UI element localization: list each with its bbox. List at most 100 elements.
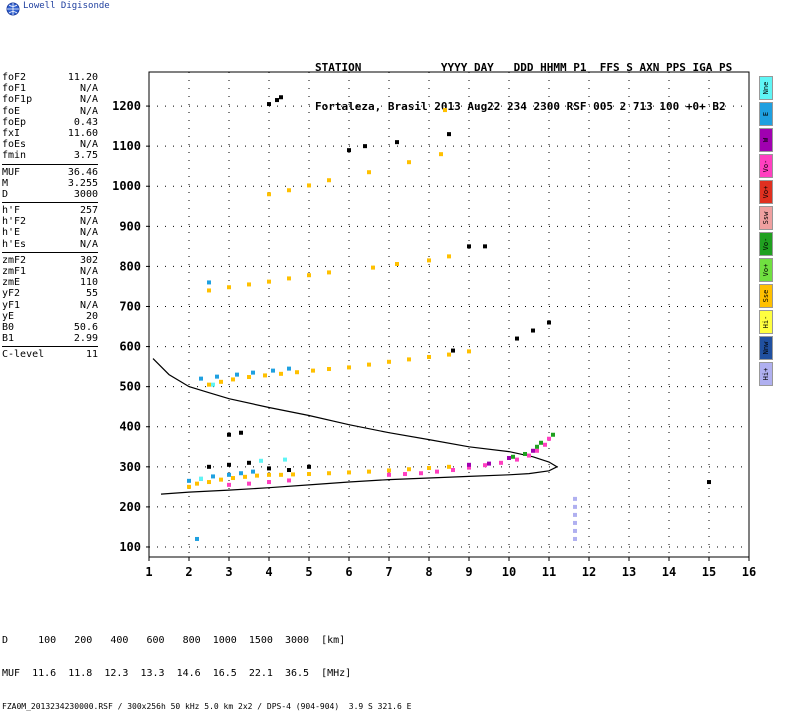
echo-point: [427, 466, 431, 471]
param-row: B1 2.99: [2, 333, 98, 344]
param-name: fmin: [2, 150, 27, 162]
echo-point: [367, 170, 371, 175]
echo-point: [451, 348, 455, 353]
param-value: 3.255: [67, 177, 98, 189]
y-tick-label: 100: [119, 540, 141, 554]
param-row: h'F 257: [2, 205, 98, 216]
echo-point: [267, 279, 271, 284]
x-tick-label: 3: [225, 565, 232, 579]
echo-point: [227, 432, 231, 437]
echo-point: [207, 280, 211, 285]
param-row: yF1 N/A: [2, 300, 98, 311]
echo-point: [267, 472, 271, 477]
echo-point: [427, 258, 431, 263]
param-value: N/A: [79, 216, 98, 228]
echo-point: [231, 476, 235, 481]
echo-point: [307, 464, 311, 469]
echo-point: [347, 365, 351, 370]
param-row: fmin 3.75: [2, 150, 98, 161]
echo-point: [255, 473, 259, 478]
echo-point: [363, 144, 367, 149]
echo-point: [531, 328, 535, 333]
echo-point: [573, 512, 577, 517]
echo-point: [535, 448, 539, 453]
param-value: 50.6: [73, 321, 98, 333]
echo-point: [307, 472, 311, 477]
param-separator: [2, 251, 98, 253]
echo-point: [247, 282, 251, 287]
param-name: foE: [2, 105, 21, 117]
param-value: 0.43: [73, 116, 98, 128]
muf-table: D 100 200 400 600 800 1000 1500 3000 [km…: [2, 613, 411, 723]
echo-point: [211, 382, 215, 387]
echo-point: [499, 460, 503, 465]
param-value: N/A: [79, 83, 98, 95]
legend-swatch: Ssw: [759, 206, 773, 230]
param-name: fxI: [2, 127, 21, 139]
echo-point: [199, 476, 203, 481]
y-tick-label: 400: [119, 420, 141, 434]
legend-swatch: Nnw: [759, 336, 773, 360]
x-tick-label: 13: [622, 565, 636, 579]
x-tick-label: 2: [185, 565, 192, 579]
echo-point: [387, 468, 391, 473]
echo-point: [327, 471, 331, 476]
param-value: 11.60: [67, 127, 98, 139]
echo-point: [219, 379, 223, 384]
echo-point: [515, 336, 519, 341]
echo-point: [483, 244, 487, 249]
param-row: D 3000: [2, 189, 98, 200]
param-value: 20: [85, 310, 98, 322]
param-name: foF1: [2, 83, 27, 95]
legend-label: W: [762, 137, 770, 143]
echo-point: [235, 372, 239, 377]
echo-point: [327, 367, 331, 372]
echo-point: [267, 102, 271, 107]
echo-point: [507, 455, 511, 460]
echo-point: [573, 536, 577, 541]
echo-point: [573, 504, 577, 509]
x-tick-label: 4: [265, 565, 272, 579]
param-name: foEs: [2, 139, 27, 151]
profile-curve: [152, 358, 559, 495]
echo-point: [279, 371, 283, 376]
echo-point: [403, 472, 407, 477]
y-tick-label: 1000: [112, 179, 141, 193]
echo-point: [227, 472, 231, 477]
legend-swatch: Hi+: [759, 362, 773, 386]
y-tick-label: 900: [119, 219, 141, 233]
param-row: foF2 11.20: [2, 72, 98, 83]
param-row: foE N/A: [2, 106, 98, 117]
echo-point: [347, 148, 351, 153]
legend-label: Ssw: [762, 211, 770, 225]
legend-label: Nne: [762, 81, 770, 95]
param-value: 55: [85, 288, 98, 300]
param-value: 257: [79, 205, 98, 217]
param-row: M 3.255: [2, 178, 98, 189]
param-separator: [2, 163, 98, 165]
echo-point: [267, 466, 271, 471]
x-tick-label: 5: [305, 565, 312, 579]
echo-point: [227, 285, 231, 290]
echo-point: [327, 270, 331, 275]
echo-point: [547, 436, 551, 441]
x-tick-label: 1: [145, 565, 152, 579]
echo-point: [207, 464, 211, 469]
echo-point: [439, 152, 443, 157]
echo-point: [219, 477, 223, 482]
param-separator: [2, 202, 98, 204]
legend-label: Hi-: [762, 315, 770, 329]
echo-point: [347, 470, 351, 475]
param-separator: [2, 346, 98, 348]
echo-point: [419, 471, 423, 476]
param-value: 11.20: [67, 72, 98, 83]
file-info: FZA0M_2013234230000.RSF / 300x256h 50 kH…: [2, 702, 412, 711]
x-tick-label: 6: [345, 565, 352, 579]
echo-point: [287, 188, 291, 193]
scaled-parameters-panel: foF2 11.20 foF1 N/A foF1p N/A foE N/A foEp 0.43 fx…: [2, 72, 98, 361]
echo-point: [263, 373, 267, 378]
x-tick-label: 8: [425, 565, 432, 579]
param-row: yE 20: [2, 311, 98, 322]
y-tick-label: 1200: [112, 99, 141, 113]
echo-point: [327, 178, 331, 183]
